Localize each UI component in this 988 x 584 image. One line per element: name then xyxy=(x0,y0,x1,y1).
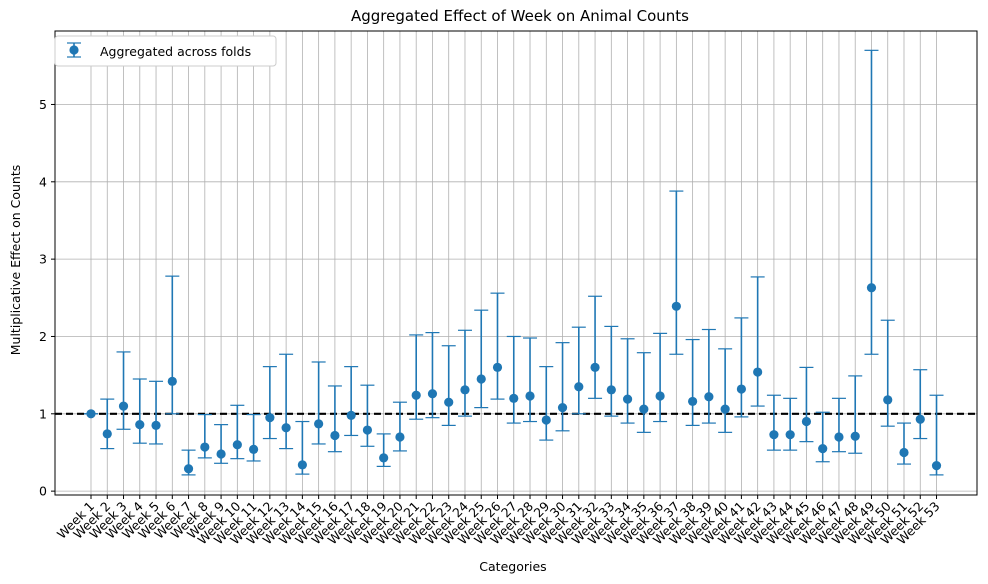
data-point xyxy=(379,453,389,463)
data-point xyxy=(183,464,194,474)
data-point xyxy=(135,420,145,430)
legend-box xyxy=(54,35,277,67)
data-point xyxy=(736,384,747,394)
y-tick-label: 0 xyxy=(39,484,47,499)
data-point xyxy=(86,409,96,419)
y-tick-label: 5 xyxy=(39,97,47,112)
y-axis-label: Multiplicative Effect on Counts xyxy=(8,165,23,356)
data-point xyxy=(671,301,681,311)
data-point xyxy=(801,416,812,427)
data-point xyxy=(281,423,291,433)
data-point xyxy=(492,362,503,372)
data-point xyxy=(118,401,129,411)
data-point xyxy=(427,389,438,399)
data-point xyxy=(362,425,373,435)
data-point xyxy=(151,420,161,430)
data-point xyxy=(444,397,454,407)
y-tick-label: 1 xyxy=(39,406,47,421)
legend-label: Aggregated across folds xyxy=(100,44,251,59)
data-point xyxy=(102,429,112,439)
legend-marker xyxy=(67,42,81,58)
data-points xyxy=(86,283,942,474)
data-point xyxy=(541,415,551,425)
legend-point xyxy=(69,45,79,55)
data-point xyxy=(769,430,779,440)
y-tick-label: 2 xyxy=(39,329,47,344)
data-point xyxy=(574,382,584,392)
data-point xyxy=(216,449,226,459)
data-point xyxy=(931,461,942,471)
plot-frame xyxy=(54,30,978,496)
data-point xyxy=(314,419,324,429)
data-point xyxy=(655,391,665,401)
data-point xyxy=(606,385,616,395)
data-point xyxy=(249,444,259,454)
data-point xyxy=(785,430,795,440)
data-point xyxy=(232,440,242,450)
y-tick-label: 4 xyxy=(39,174,47,189)
x-axis-label: Categories xyxy=(479,559,546,574)
data-point xyxy=(720,404,730,414)
data-point xyxy=(704,392,714,402)
data-point xyxy=(590,362,600,372)
data-point xyxy=(330,430,340,441)
data-point xyxy=(346,410,356,420)
data-point xyxy=(834,432,844,442)
data-point xyxy=(395,432,405,442)
data-point xyxy=(899,447,909,458)
data-point xyxy=(265,413,275,423)
data-point xyxy=(509,393,519,403)
data-point xyxy=(476,374,486,384)
data-point xyxy=(688,396,698,407)
data-point xyxy=(460,385,470,395)
data-point xyxy=(557,403,568,413)
chart-title: Aggregated Effect of Week on Animal Coun… xyxy=(351,7,689,25)
data-point xyxy=(297,460,307,470)
data-point xyxy=(622,394,633,404)
data-point xyxy=(753,367,763,377)
data-point xyxy=(915,414,925,424)
data-point xyxy=(200,442,210,452)
data-point xyxy=(525,391,535,401)
data-point xyxy=(883,395,893,405)
y-tick-label: 3 xyxy=(39,252,47,267)
data-point xyxy=(818,444,828,454)
data-point xyxy=(411,390,421,400)
data-point xyxy=(639,404,649,414)
data-point xyxy=(850,431,860,441)
data-point xyxy=(167,376,177,386)
legend: Aggregated across folds xyxy=(54,35,277,67)
data-point xyxy=(866,283,877,293)
y-axis-ticks: 0 1 2 3 4 5 xyxy=(39,97,55,499)
